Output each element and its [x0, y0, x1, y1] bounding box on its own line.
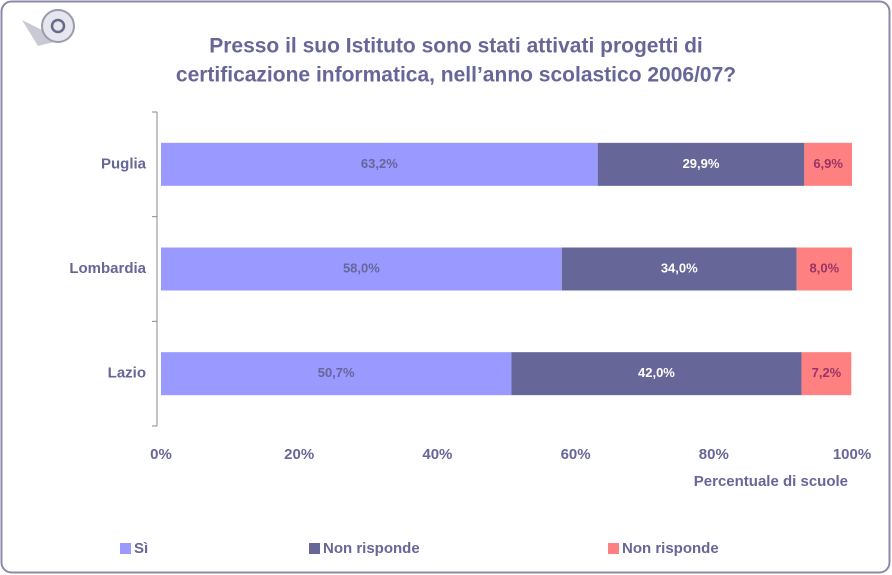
bar-segment	[511, 352, 802, 396]
x-tick-label: 0%	[150, 446, 172, 463]
data-label: 8,0%	[810, 260, 840, 275]
legend-label: Sì	[134, 540, 148, 557]
legend-label: Non risponde	[323, 540, 420, 557]
bar-segment	[161, 247, 562, 291]
x-tick-label: 100%	[833, 446, 871, 463]
bar-segment	[561, 247, 797, 291]
bar-segment	[597, 142, 805, 186]
x-tick-label: 20%	[284, 446, 314, 463]
legend-swatch	[309, 543, 320, 554]
data-label: 50,7%	[318, 365, 355, 380]
data-label: 63,2%	[361, 156, 398, 171]
y-tick-label: Puglia	[101, 155, 147, 172]
logo-icon	[22, 9, 75, 46]
data-label: 7,2%	[812, 365, 842, 380]
bar-segment	[161, 352, 512, 396]
legend-label: Non risponde	[622, 540, 719, 557]
bar-segment	[804, 142, 852, 186]
x-tick-label: 40%	[422, 446, 452, 463]
bar-segment	[161, 142, 598, 186]
data-label: 42,0%	[638, 365, 675, 380]
data-label: 6,9%	[813, 156, 843, 171]
data-label: 58,0%	[343, 260, 380, 275]
bar-segment	[801, 352, 852, 396]
x-axis-label: Percentuale di scuole	[694, 473, 848, 490]
x-tick-label: 60%	[561, 446, 591, 463]
x-tick-label: 80%	[699, 446, 729, 463]
legend-swatch	[120, 543, 131, 554]
chart-title: Presso il suo Istituto sono stati attiva…	[209, 35, 703, 58]
chart-title: certificazione informatica, nell’anno sc…	[176, 64, 736, 87]
y-tick-label: Lazio	[108, 365, 146, 382]
bar-segment	[796, 247, 852, 291]
y-tick-label: Lombardia	[69, 260, 146, 277]
legend-swatch	[608, 543, 619, 554]
data-label: 29,9%	[683, 156, 720, 171]
data-label: 34,0%	[661, 260, 698, 275]
